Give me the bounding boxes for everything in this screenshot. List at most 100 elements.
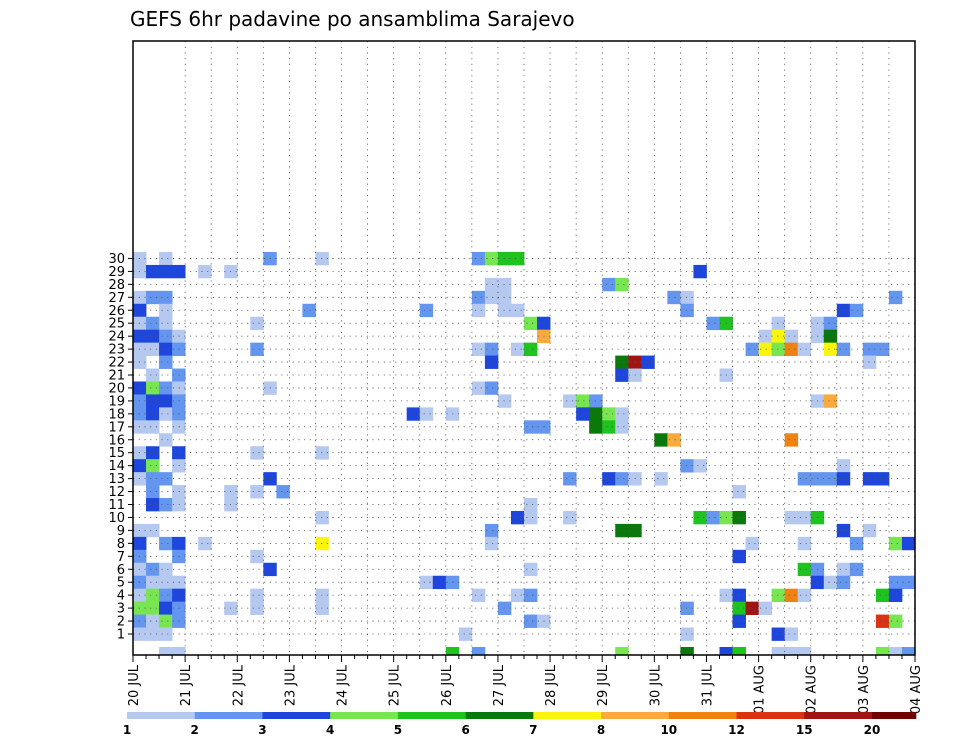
- heatmap-cell: [784, 627, 799, 641]
- heatmap-cell: [823, 342, 838, 356]
- heatmap-cell: [667, 433, 681, 447]
- heatmap-cell: [901, 647, 916, 655]
- heatmap-cell: [875, 342, 890, 356]
- heatmap-cell: [146, 342, 160, 356]
- colorbar-segment: [804, 712, 873, 719]
- y-tick-label: 29: [108, 265, 125, 280]
- heatmap-cell: [159, 290, 173, 305]
- heatmap-cell: [524, 562, 538, 577]
- heatmap-cell: [524, 316, 538, 331]
- y-tick-label: 21: [108, 369, 125, 384]
- heatmap-cell: [419, 303, 434, 318]
- colorbar-segment: [194, 712, 263, 719]
- heatmap-cell: [732, 601, 746, 615]
- heatmap-cell: [146, 420, 160, 434]
- x-tick-label: 29 JUL: [596, 664, 611, 706]
- colorbar-segment: [127, 712, 196, 719]
- heatmap-cell: [836, 342, 851, 356]
- heatmap-cell: [888, 647, 903, 655]
- colorbar-label: 4: [326, 723, 334, 737]
- colorbar-segment: [533, 712, 602, 719]
- heatmap-cell: [875, 647, 890, 655]
- colorbar-segment: [601, 712, 670, 719]
- y-tick-label: 16: [108, 433, 125, 448]
- x-tick-label: 20 JUL: [127, 664, 142, 706]
- heatmap-cell: [159, 647, 173, 655]
- heatmap-cell: [849, 303, 864, 318]
- heatmap-cell: [797, 472, 812, 486]
- heatmap-cell: [146, 523, 160, 538]
- heatmap-cell: [888, 588, 903, 603]
- heatmap-cell: [146, 498, 160, 512]
- heatmap-cell: [484, 342, 499, 356]
- heatmap-cell: [146, 446, 160, 460]
- x-tick-label: 23 JUL: [283, 664, 298, 706]
- colorbar-label: 8: [597, 723, 605, 737]
- heatmap-cell: [797, 562, 812, 577]
- heatmap-cell: [159, 329, 173, 344]
- y-tick-label: 13: [108, 472, 125, 487]
- heatmap-cell: [159, 575, 173, 590]
- heatmap-cell: [615, 355, 629, 369]
- heatmap-cell: [680, 647, 694, 655]
- colorbar-segment: [871, 712, 917, 719]
- heatmap-cell: [706, 510, 720, 525]
- heatmap-cell: [771, 588, 786, 603]
- y-tick-label: 6: [117, 563, 125, 578]
- colorbar-segment: [397, 712, 466, 719]
- colorbar-segment: [330, 712, 399, 719]
- heatmap-cell: [198, 536, 212, 551]
- heatmap-cell: [524, 498, 538, 512]
- y-tick-label: 9: [117, 524, 125, 539]
- heatmap-cell: [159, 472, 173, 486]
- heatmap-cell: [484, 536, 499, 551]
- heatmap-cell: [524, 588, 538, 603]
- heatmap-cell: [471, 290, 486, 305]
- heatmap-cell: [146, 562, 160, 577]
- heatmap-cell: [602, 420, 616, 434]
- heatmap-cell: [250, 446, 264, 460]
- heatmap-cell: [615, 523, 629, 538]
- x-tick-label: 01 AUG: [753, 665, 768, 714]
- colorbar-segment: [262, 712, 331, 719]
- heatmap-cell: [159, 433, 173, 447]
- colorbar-label: 10: [660, 723, 677, 737]
- y-tick-label: 24: [108, 330, 125, 345]
- heatmap-cell: [641, 355, 655, 369]
- heatmap-cell: [823, 394, 838, 408]
- heatmap-cell: [458, 627, 473, 641]
- heatmap-cell: [875, 588, 890, 603]
- heatmap-cell: [732, 588, 746, 603]
- heatmap-cell: [484, 381, 499, 395]
- heatmap-cell: [471, 381, 486, 395]
- heatmap-cell: [836, 303, 851, 318]
- heatmap-cell: [198, 264, 212, 279]
- heatmap-cell: [654, 433, 668, 447]
- heatmap-cell: [875, 472, 890, 486]
- heatmap-cell: [836, 523, 851, 538]
- heatmap-cell: [602, 472, 616, 486]
- colorbar-label: 12: [728, 723, 745, 737]
- y-tick-label: 19: [108, 394, 125, 409]
- heatmap-cell: [862, 472, 877, 486]
- heatmap-cell: [471, 647, 486, 655]
- colorbar-label: 3: [258, 723, 266, 737]
- heatmap-cell: [250, 601, 264, 615]
- heatmap-cell: [146, 459, 160, 473]
- x-tick-label: 30 JUL: [648, 664, 663, 706]
- heatmap-cell: [510, 251, 525, 266]
- heatmap-cell: [784, 342, 799, 356]
- y-tick-label: 3: [117, 602, 125, 617]
- heatmap-cell: [771, 647, 786, 655]
- heatmap-cell: [771, 342, 786, 356]
- x-tick-label: 04 AUG: [909, 665, 924, 714]
- y-tick-label: 25: [108, 317, 125, 332]
- heatmap-cell: [159, 536, 173, 551]
- heatmap-cell: [159, 498, 173, 512]
- heatmap-cell: [680, 290, 694, 305]
- colorbar: 1 2 3 4 5 6 7 8 10 12 15 20: [123, 712, 917, 737]
- heatmap-cell: [615, 407, 629, 421]
- heatmap-cell: [159, 562, 173, 577]
- heatmap-cell: [576, 407, 590, 421]
- heatmap-cell: [159, 588, 173, 603]
